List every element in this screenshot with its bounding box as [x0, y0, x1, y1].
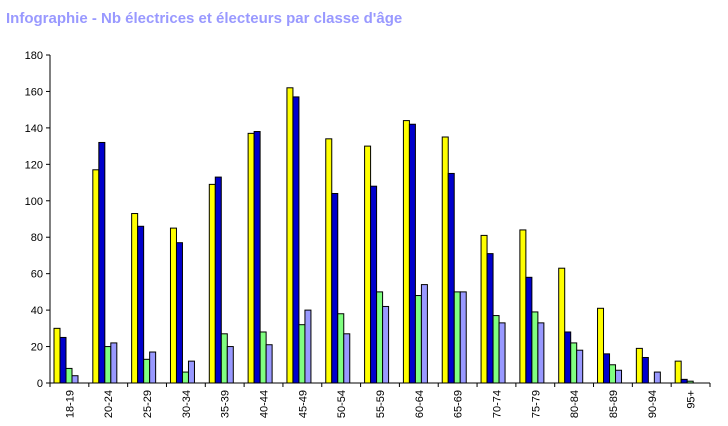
x-tick-label: 40-44 — [259, 390, 271, 418]
bar-70-74-series-3 — [492, 315, 500, 384]
bar-85-89-series-3 — [609, 364, 617, 384]
x-tick-label: 55-59 — [375, 390, 387, 418]
y-tick-label: 80 — [31, 232, 43, 244]
bar-20-24-series-2 — [98, 141, 106, 384]
bar-20-24-series-3 — [104, 346, 112, 384]
x-tick-label: 60-64 — [414, 390, 426, 418]
bar-65-69-series-4 — [459, 291, 467, 384]
bar-70-74-series-2 — [486, 253, 494, 384]
bar-25-29-series-2 — [137, 225, 145, 384]
bar-80-84-series-2 — [564, 331, 572, 384]
y-tick-label: 140 — [25, 123, 43, 135]
x-tick-label: 80-84 — [569, 390, 581, 418]
bar-40-44-series-1 — [247, 132, 255, 384]
bar-45-49-series-4 — [304, 309, 312, 384]
bar-55-59-series-1 — [364, 145, 372, 384]
y-axis: 0 20 40 60 80 100 120 140 160 180 — [25, 50, 51, 390]
bar-18-19-series-2 — [59, 336, 67, 384]
bar-80-84-series-4 — [576, 349, 584, 384]
bar-65-69-series-1 — [441, 136, 449, 384]
x-tick-label: 45-49 — [297, 390, 309, 418]
x-tick-label: 85-89 — [608, 390, 620, 418]
bar-60-64-series-2 — [408, 123, 416, 384]
bar-25-29-series-4 — [149, 351, 157, 384]
bar-20-24-series-1 — [92, 169, 100, 384]
bars-group — [53, 87, 694, 384]
bar-80-84-series-3 — [570, 342, 578, 384]
bar-90-94-series-2 — [641, 356, 649, 384]
y-tick-label: 20 — [31, 342, 43, 354]
x-tick-label: 25-29 — [142, 390, 154, 418]
y-tick-label: 100 — [25, 196, 43, 208]
bar-60-64-series-3 — [414, 295, 422, 384]
x-tick-label: 70-74 — [491, 390, 503, 418]
bar-30-34-series-4 — [187, 360, 195, 384]
bar-90-94-series-1 — [635, 347, 643, 384]
x-tick-label: 65-69 — [453, 390, 465, 418]
bar-35-39-series-3 — [220, 333, 228, 384]
bar-70-74-series-1 — [480, 234, 488, 384]
bar-95+-series-2 — [680, 378, 688, 384]
y-tick-label: 180 — [25, 50, 43, 62]
y-tick-label: 40 — [31, 305, 43, 317]
x-tick-label: 30-34 — [181, 390, 193, 418]
bar-18-19-series-1 — [53, 327, 61, 384]
bar-45-49-series-3 — [298, 324, 306, 384]
y-tick-label: 60 — [31, 269, 43, 281]
bar-75-79-series-3 — [531, 311, 539, 384]
bar-55-59-series-3 — [376, 291, 384, 384]
bar-85-89-series-1 — [597, 307, 605, 384]
bar-35-39-series-4 — [226, 346, 234, 384]
y-tick-label: 120 — [25, 159, 43, 171]
x-tick-label: 75-79 — [530, 390, 542, 418]
bar-45-49-series-2 — [292, 96, 300, 384]
bar-50-54-series-2 — [331, 192, 339, 384]
bar-30-34-series-2 — [175, 242, 183, 384]
x-tick-label: 90-94 — [647, 390, 659, 418]
bar-35-39-series-2 — [214, 176, 222, 384]
bar-60-64-series-1 — [402, 120, 410, 384]
bar-90-94-series-4 — [653, 371, 661, 384]
bar-30-34-series-3 — [181, 371, 189, 384]
bar-85-89-series-2 — [603, 353, 611, 384]
bar-75-79-series-4 — [537, 322, 545, 384]
chart-title: Infographie - Nb électrices et électeurs… — [6, 10, 403, 27]
bar-25-29-series-1 — [131, 213, 139, 384]
x-tick-label: 35-39 — [220, 390, 232, 418]
bar-40-44-series-2 — [253, 131, 261, 384]
bar-18-19-series-3 — [65, 367, 73, 384]
bar-60-64-series-4 — [420, 284, 428, 384]
bar-20-24-series-4 — [110, 342, 118, 384]
bar-55-59-series-2 — [370, 185, 378, 384]
bar-30-34-series-1 — [169, 227, 177, 384]
bar-40-44-series-3 — [259, 331, 267, 384]
bar-75-79-series-2 — [525, 276, 533, 384]
x-tick-label: 18-19 — [64, 390, 76, 418]
bar-18-19-series-4 — [71, 375, 79, 384]
bar-55-59-series-4 — [382, 305, 390, 384]
x-tick-label: 95+ — [686, 390, 698, 409]
bar-40-44-series-4 — [265, 344, 273, 384]
bar-80-84-series-1 — [558, 267, 566, 384]
bar-45-49-series-1 — [286, 87, 294, 384]
bar-25-29-series-3 — [143, 358, 151, 384]
bar-65-69-series-3 — [453, 291, 461, 384]
bar-75-79-series-1 — [519, 229, 527, 384]
x-tick-label: 20-24 — [103, 390, 115, 418]
bar-85-89-series-4 — [615, 369, 623, 384]
x-axis: 18-19 20-24 25-29 30-34 35-39 40-44 45-49 50-54… — [49, 382, 711, 418]
bar-95+-series-1 — [674, 360, 682, 384]
bar-50-54-series-3 — [337, 313, 345, 384]
x-tick-label: 50-54 — [336, 390, 348, 418]
bar-70-74-series-4 — [498, 322, 506, 384]
bar-65-69-series-2 — [447, 172, 455, 384]
bar-35-39-series-1 — [208, 183, 216, 384]
bar-50-54-series-4 — [343, 333, 351, 384]
y-tick-label: 160 — [25, 86, 43, 98]
bar-50-54-series-1 — [325, 138, 333, 384]
y-tick-label: 0 — [37, 378, 43, 390]
